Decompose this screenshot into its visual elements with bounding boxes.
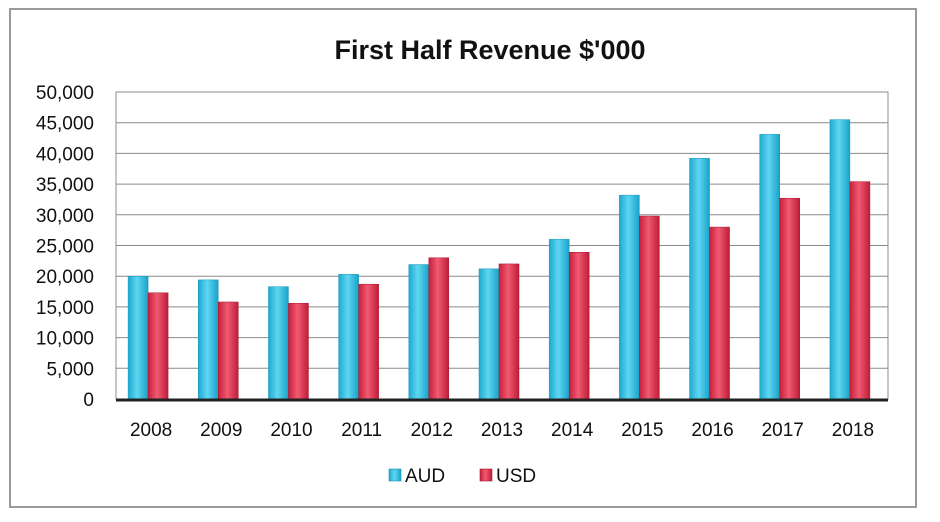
- bar-usd: [709, 226, 730, 400]
- bar-usd: [849, 181, 871, 400]
- y-tick-label: 5,000: [46, 359, 94, 380]
- y-tick-label: 40,000: [36, 144, 94, 165]
- bar-usd: [358, 283, 379, 400]
- bar-usd: [288, 302, 309, 400]
- bar-aud: [548, 239, 570, 400]
- bar-aud: [619, 194, 640, 400]
- bars: [127, 119, 871, 400]
- y-tick-label: 25,000: [36, 237, 94, 258]
- x-tick-label: 2008: [130, 420, 172, 441]
- bar-usd: [218, 301, 239, 400]
- y-tick-label: 15,000: [36, 298, 94, 319]
- bar-aud: [127, 275, 149, 400]
- y-tick-label: 45,000: [36, 114, 94, 135]
- x-tick-label: 2014: [551, 420, 594, 441]
- bar-aud: [759, 134, 780, 400]
- bar-usd: [639, 215, 660, 400]
- y-tick-label: 30,000: [36, 206, 94, 227]
- x-tick-label: 2018: [832, 420, 874, 441]
- x-tick-label: 2013: [481, 420, 523, 441]
- chart-title: First Half Revenue $'000: [334, 35, 645, 65]
- x-tick-label: 2017: [762, 420, 804, 441]
- bar-usd: [428, 257, 450, 400]
- legend-label-usd: USD: [496, 466, 536, 487]
- bar-usd: [779, 197, 800, 400]
- bar-aud: [268, 286, 289, 400]
- bar-aud: [198, 279, 219, 400]
- x-axis-ticks: 2008 2009 2010 2011 2012 2013 2014 2015 2016 2017…: [130, 420, 874, 441]
- legend: AUD USD: [388, 466, 536, 487]
- y-tick-label: 10,000: [36, 329, 94, 350]
- y-tick-label: 0: [83, 390, 94, 411]
- y-tick-label: 35,000: [36, 175, 94, 196]
- x-tick-label: 2016: [691, 420, 733, 441]
- x-tick-label: 2015: [621, 420, 663, 441]
- y-tick-label: 50,000: [36, 83, 94, 104]
- bar-usd: [147, 292, 169, 400]
- x-tick-label: 2010: [270, 420, 312, 441]
- x-tick-label: 2009: [200, 420, 242, 441]
- bar-aud: [829, 119, 851, 400]
- legend-swatch-usd: [479, 468, 493, 482]
- x-tick-label: 2012: [411, 420, 453, 441]
- bar-aud: [478, 268, 500, 400]
- bar-usd: [498, 263, 520, 400]
- legend-swatch-aud: [388, 468, 402, 482]
- y-axis-ticks: 0 5,000 10,000 15,000 20,000 25,000 30,000 35,0…: [36, 83, 94, 411]
- y-tick-label: 20,000: [36, 267, 94, 288]
- bar-aud: [689, 158, 710, 400]
- legend-label-aud: AUD: [405, 466, 445, 487]
- bar-aud: [408, 264, 430, 400]
- x-tick-label: 2011: [341, 420, 382, 441]
- bar-aud: [338, 274, 359, 400]
- bar-usd: [568, 252, 590, 400]
